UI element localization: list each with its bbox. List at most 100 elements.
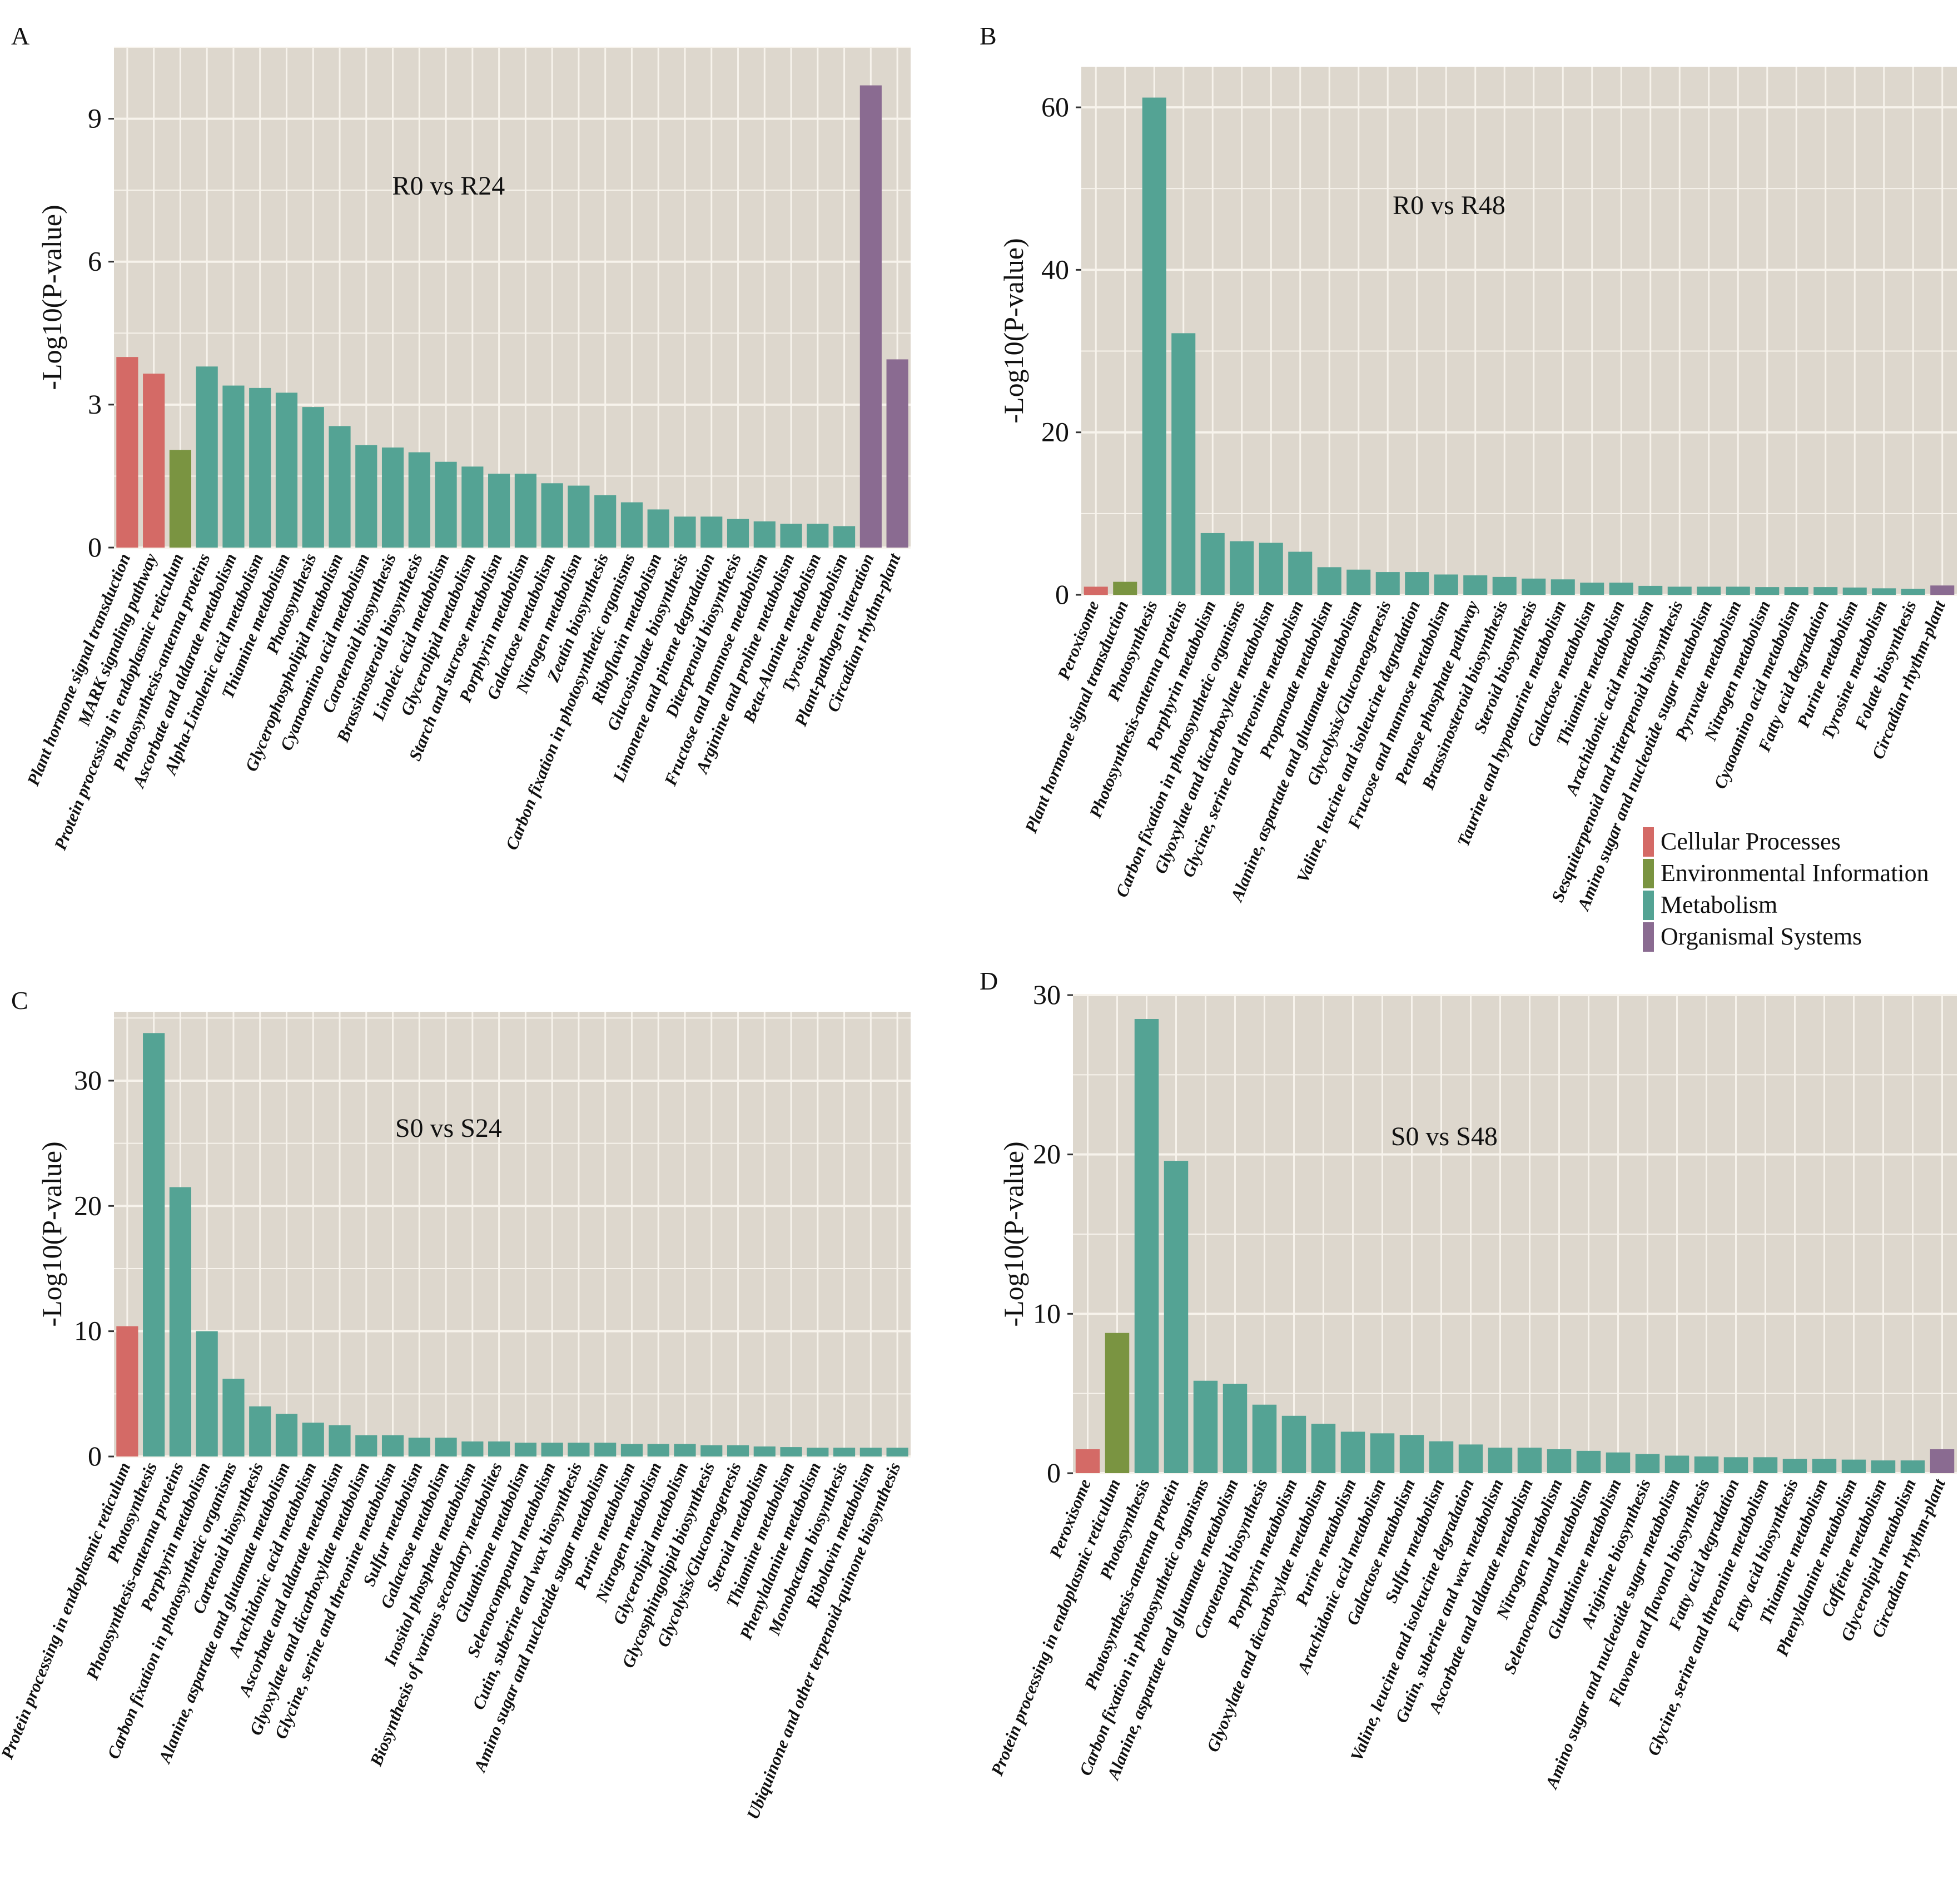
bar xyxy=(329,426,351,548)
bar xyxy=(886,1448,908,1456)
bar xyxy=(1340,1431,1365,1473)
bar xyxy=(1492,576,1517,595)
bar xyxy=(1405,572,1429,595)
legend-swatch xyxy=(1643,922,1654,952)
bar xyxy=(196,1331,218,1456)
bar xyxy=(1753,1457,1778,1473)
bar xyxy=(1142,97,1166,595)
bar xyxy=(249,387,271,548)
plot-background xyxy=(114,47,911,548)
bar xyxy=(1458,1444,1483,1473)
bar xyxy=(568,1443,590,1456)
y-axis-label: -Log10(P-value) xyxy=(998,238,1029,423)
bar xyxy=(780,1447,802,1456)
bar xyxy=(1134,1019,1159,1473)
legend-swatch xyxy=(1643,891,1654,920)
bar xyxy=(700,1445,723,1456)
bar xyxy=(1782,1459,1807,1473)
bar xyxy=(329,1425,351,1456)
bar xyxy=(222,385,245,548)
bar xyxy=(116,357,138,548)
bar xyxy=(1346,569,1371,595)
comparison-title: R0 vs R24 xyxy=(392,171,505,201)
legend-swatch xyxy=(1643,827,1654,857)
bar xyxy=(1609,583,1633,595)
bar xyxy=(780,524,802,548)
bar xyxy=(169,450,192,548)
bar xyxy=(1930,585,1955,595)
bar xyxy=(275,392,298,548)
panel-letter: A xyxy=(11,22,29,50)
legend-label: Metabolism xyxy=(1661,891,1777,918)
y-axis-label: -Log10(P-value) xyxy=(36,205,67,390)
y-tick-label: 9 xyxy=(88,103,102,134)
bar xyxy=(169,1187,192,1456)
panel-letter: D xyxy=(980,967,998,995)
bar xyxy=(1164,1161,1189,1473)
bar xyxy=(1370,1433,1395,1473)
y-tick-label: 0 xyxy=(88,1440,102,1472)
bar xyxy=(514,1443,536,1456)
y-tick-label: 20 xyxy=(1041,416,1069,448)
bar xyxy=(1551,579,1575,595)
legend: Cellular Processes Environmental Informat… xyxy=(1643,827,1929,952)
bar xyxy=(408,452,430,548)
comparison-title: R0 vs R48 xyxy=(1393,191,1505,220)
bar xyxy=(1193,1380,1218,1473)
bar xyxy=(541,483,563,548)
bar xyxy=(1288,551,1313,595)
bar xyxy=(1723,1457,1748,1473)
panel-letter: B xyxy=(980,22,997,50)
bar xyxy=(859,1448,882,1456)
bar xyxy=(1813,587,1838,595)
bar xyxy=(355,445,377,548)
y-tick-label: 0 xyxy=(88,531,102,563)
bar xyxy=(1488,1448,1513,1473)
bar xyxy=(1900,1460,1925,1473)
bar xyxy=(807,524,829,548)
bar xyxy=(1222,1384,1248,1473)
bar xyxy=(1517,1448,1542,1473)
bar xyxy=(620,502,643,548)
bar xyxy=(727,519,749,548)
bar xyxy=(700,516,723,548)
bar xyxy=(620,1444,643,1456)
bar xyxy=(647,1444,669,1456)
bar xyxy=(196,366,218,548)
bar xyxy=(408,1438,430,1456)
bar xyxy=(647,509,669,548)
plot-background xyxy=(1081,67,1957,595)
bar xyxy=(1784,587,1808,595)
bar xyxy=(674,1444,696,1456)
y-tick-label: 10 xyxy=(74,1315,102,1346)
bar xyxy=(1580,583,1604,595)
bar xyxy=(1871,1460,1896,1473)
y-axis-label: -Log10(P-value) xyxy=(998,1141,1029,1326)
bar xyxy=(1694,1456,1719,1473)
y-tick-label: 40 xyxy=(1041,253,1069,285)
bar xyxy=(568,485,590,548)
comparison-title: S0 vs S48 xyxy=(1391,1122,1498,1151)
legend-label: Cellular Processes xyxy=(1661,828,1841,855)
bar xyxy=(1311,1424,1336,1473)
y-tick-label: 60 xyxy=(1041,91,1069,122)
bar xyxy=(302,407,324,548)
bar xyxy=(1726,586,1750,595)
bar xyxy=(1317,567,1341,595)
bar xyxy=(381,1435,404,1456)
bar xyxy=(143,374,165,548)
bar xyxy=(488,474,510,548)
bar xyxy=(833,526,856,548)
bar xyxy=(1901,589,1925,595)
bar xyxy=(222,1379,245,1456)
bar xyxy=(116,1326,138,1456)
bar xyxy=(514,474,536,548)
bar xyxy=(1200,533,1225,595)
bar xyxy=(381,448,404,548)
bar xyxy=(1872,588,1896,595)
bar xyxy=(859,85,882,548)
y-tick-label: 20 xyxy=(74,1190,102,1221)
y-tick-label: 10 xyxy=(1033,1297,1061,1329)
